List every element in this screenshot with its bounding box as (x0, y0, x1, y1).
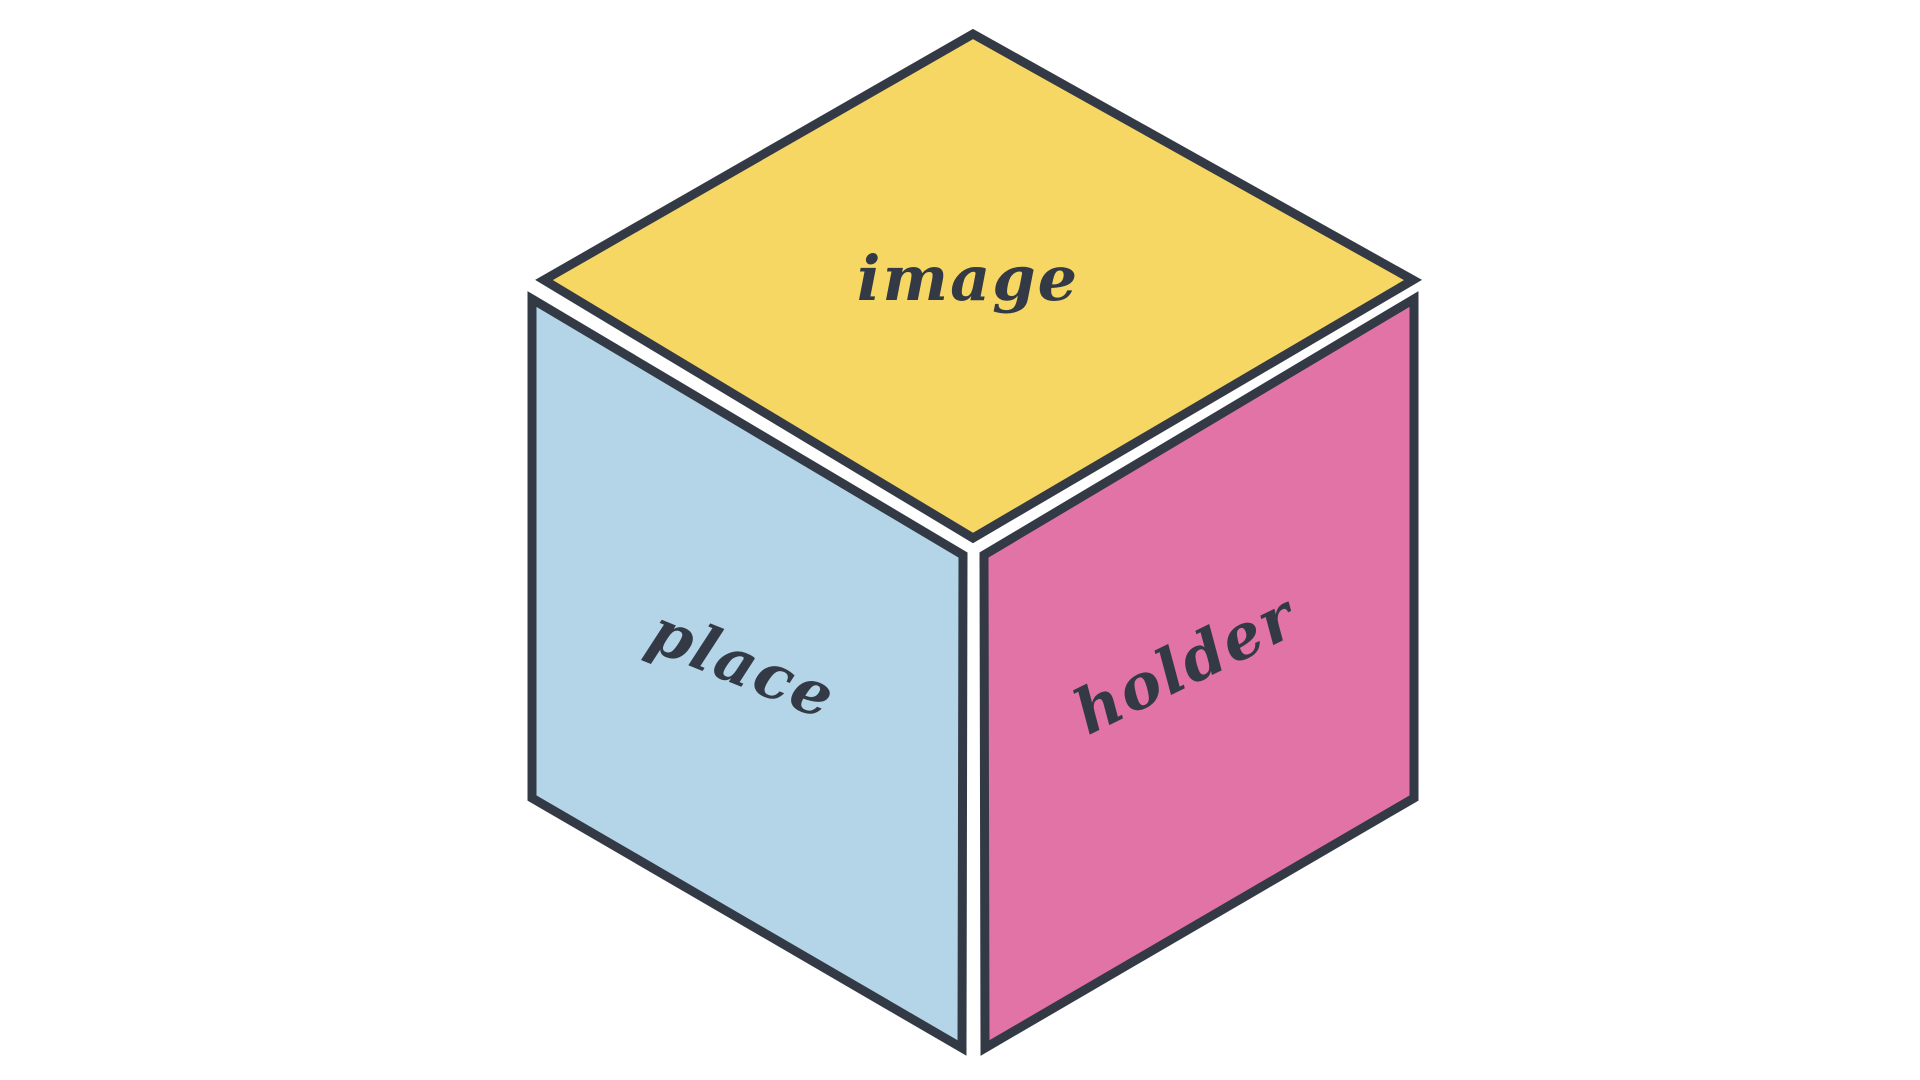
cube-right-face (979, 291, 1419, 1056)
cube: image place holder (527, 28, 1423, 1056)
cube-top-face (535, 28, 1423, 544)
cube-top-label: image (857, 242, 1079, 315)
cube-left-face (527, 291, 968, 1056)
